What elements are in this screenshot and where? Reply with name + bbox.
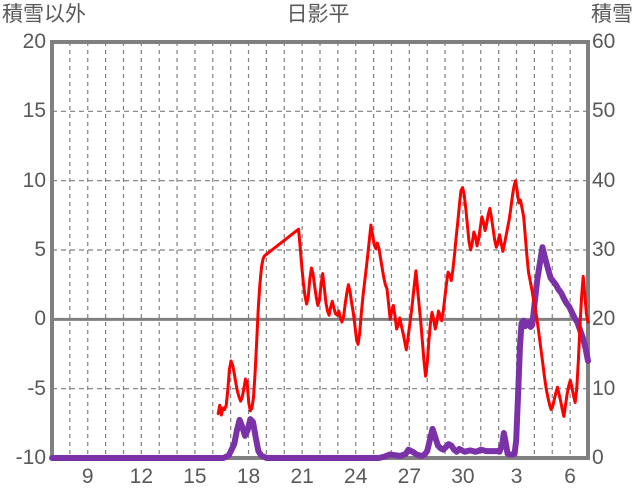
x-axis-tick-label: 3 (510, 465, 523, 488)
right-axis-tick-label: 0 (592, 446, 604, 469)
left-axis-tick-label: 5 (34, 238, 46, 261)
left-axis-tick-label: -5 (27, 376, 46, 400)
right-axis-tick-label: 20 (592, 307, 616, 331)
page-title: 日影平 (286, 3, 350, 26)
x-axis-tick-label: 30 (451, 465, 475, 488)
left-axis-tick-label: 0 (34, 307, 46, 331)
series-line-non-snow (216, 179, 590, 418)
right-axis-tick-label: 60 (592, 30, 616, 53)
x-axis-tick-label: 21 (290, 465, 314, 488)
left-axis-title: 積雪以外 (2, 3, 86, 26)
x-axis-tick-label: 9 (81, 465, 94, 488)
x-axis-tick-label: 27 (397, 465, 421, 488)
left-axis-tick-label: 10 (22, 168, 46, 192)
right-axis-tick-label: 10 (592, 376, 616, 400)
left-axis-tick-label: -10 (15, 446, 46, 469)
series-line-snow (49, 244, 591, 461)
vertical-gridlines (69, 42, 571, 458)
x-axis-tick-label: 12 (129, 465, 153, 488)
right-axis-tick-label: 50 (592, 99, 616, 123)
right-axis-tick-label: 30 (592, 238, 616, 261)
left-axis-tick-label: 15 (22, 99, 46, 123)
left-axis-tick-label: 20 (22, 30, 46, 53)
x-axis-tick-label: 18 (236, 465, 261, 488)
x-axis-tick-label: 24 (344, 465, 368, 488)
x-axis-tick-label: 6 (564, 465, 576, 488)
x-axis-tick-label: 15 (183, 465, 207, 488)
right-axis-title: 積雪 (591, 3, 633, 26)
right-axis-tick-label: 40 (592, 168, 616, 192)
